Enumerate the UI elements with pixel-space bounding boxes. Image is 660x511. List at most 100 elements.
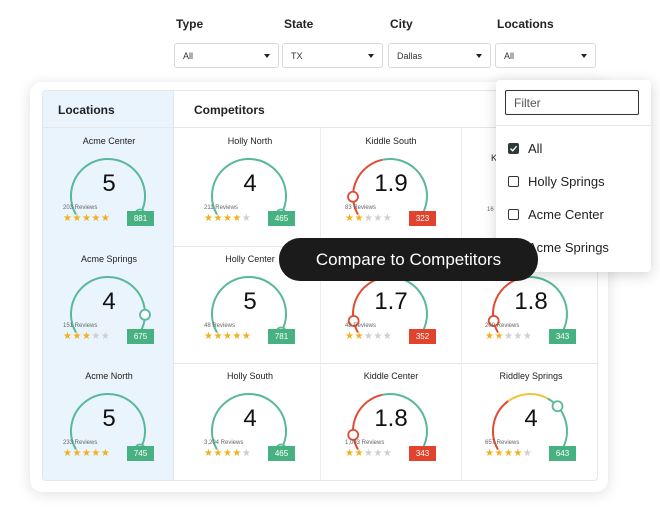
gauge-arc-segment (211, 276, 287, 333)
state-select[interactable]: TX (282, 43, 383, 68)
state-select-value: TX (291, 50, 303, 61)
star-icon: ★ (373, 213, 383, 224)
gauge-marker (347, 428, 360, 441)
star-icon: ★ (100, 213, 111, 224)
score-cell: Kiddle Center 1.8 1,093 Reviews ★★★★★ 343 (321, 362, 461, 479)
score-value: 5 (243, 288, 257, 315)
star-icon: ★ (345, 213, 355, 224)
review-count: 48 Reviews (345, 323, 377, 329)
star-icon: ★ (72, 213, 82, 224)
star-icon: ★ (63, 331, 73, 342)
star-icon: ★ (363, 213, 374, 224)
star-icon: ★ (232, 448, 242, 459)
star-icon: ★ (382, 331, 393, 342)
star-icon: ★ (522, 448, 533, 459)
star-rating: ★★★★★ (63, 213, 110, 224)
star-icon: ★ (513, 448, 523, 459)
option-label: Holly Springs (528, 174, 605, 189)
competitors-header: Competitors (194, 103, 265, 117)
locations-filter-label: Locations (497, 17, 554, 31)
type-select[interactable]: All (174, 43, 279, 68)
checkbox[interactable] (508, 176, 519, 187)
chevron-down-icon (368, 53, 374, 58)
star-icon: ★ (63, 213, 73, 224)
review-count: 657 Reviews (485, 440, 520, 446)
gauge-arc-segment (382, 393, 428, 450)
checkbox-checked[interactable] (508, 143, 519, 154)
score-badge: 781 (268, 329, 295, 344)
row-divider (174, 363, 597, 364)
dropdown-option-acme-center[interactable]: Acme Center (508, 207, 604, 222)
star-icon: ★ (232, 331, 242, 342)
city-select[interactable]: Dallas (388, 43, 491, 68)
score-badge: 675 (127, 329, 154, 344)
gauge-chart (347, 393, 428, 450)
star-icon: ★ (503, 331, 514, 342)
star-icon: ★ (345, 331, 355, 342)
star-icon: ★ (63, 448, 73, 459)
gauge-marker (487, 315, 500, 327)
gauge-arc-segment (522, 276, 568, 333)
star-icon: ★ (204, 448, 214, 459)
locations-select-value: All (504, 50, 515, 61)
review-count: 233 Reviews (63, 440, 98, 446)
star-icon: ★ (232, 213, 242, 224)
type-select-value: All (183, 50, 194, 61)
review-count: 211 Reviews (204, 205, 238, 211)
gauge-marker (347, 190, 359, 203)
filter-input[interactable]: Filter (505, 90, 639, 115)
city-filter-label: City (390, 17, 413, 31)
cell-location-name: Holly South (226, 371, 274, 381)
star-icon: ★ (354, 331, 364, 342)
score-badge: 881 (127, 211, 154, 226)
star-icon: ★ (345, 448, 355, 459)
star-rating: ★★★★★ (63, 331, 110, 342)
star-icon: ★ (373, 331, 383, 342)
star-icon: ★ (373, 448, 383, 459)
star-icon: ★ (222, 448, 233, 459)
review-count: 203 Reviews (63, 205, 98, 211)
review-count: 48 Reviews (204, 323, 236, 329)
star-icon: ★ (222, 331, 233, 342)
star-icon: ★ (494, 331, 504, 342)
score-cell: Holly Center 5 48 Reviews ★★★★★ 781 (180, 245, 320, 362)
compare-tooltip: Compare to Competitors (279, 238, 538, 281)
locations-select[interactable]: All (495, 43, 596, 68)
star-icon: ★ (204, 213, 214, 224)
checkbox[interactable] (508, 209, 519, 220)
gauge-chart (70, 276, 151, 333)
dropdown-option-all[interactable]: All (508, 141, 542, 156)
score-cell: Riddley Springs 4 657 Reviews ★★★★★ 643 (461, 362, 597, 479)
score-value: 4 (524, 405, 538, 432)
score-value: 4 (102, 288, 116, 315)
star-rating: ★★★★★ (485, 331, 532, 342)
score-cell: Acme Center 5 203 Reviews ★★★★★ 881 (43, 127, 179, 244)
gauge-arc-segment (352, 393, 383, 450)
score-badge: 465 (268, 211, 295, 226)
gauge-arc-segment (382, 158, 428, 215)
star-icon: ★ (513, 331, 523, 342)
star-icon: ★ (363, 448, 374, 459)
review-count: 3,204 Reviews (204, 440, 244, 446)
score-badge: 745 (127, 446, 154, 461)
cell-location-name: Holly North (227, 136, 273, 146)
city-select-value: Dallas (397, 50, 423, 61)
cell-location-name: Acme Springs (80, 254, 138, 264)
review-count: 151 Reviews (63, 323, 98, 329)
star-icon: ★ (81, 448, 92, 459)
dropdown-option-holly-springs[interactable]: Holly Springs (508, 174, 605, 189)
star-rating: ★★★★★ (204, 331, 251, 342)
score-cell: Holly South 4 3,204 Reviews ★★★★★ 465 (180, 362, 320, 479)
gauge-arc-segment (211, 393, 287, 450)
star-icon: ★ (81, 213, 92, 224)
score-cell: Kiddle South 1.9 83 Reviews ★★★★★ 323 (321, 127, 461, 244)
cell-location-name: Holly Center (225, 254, 275, 264)
score-cell: 1.7 48 Reviews ★★★★★ 352 (321, 245, 461, 362)
star-icon: ★ (354, 213, 364, 224)
star-icon: ★ (100, 331, 111, 342)
star-icon: ★ (503, 448, 514, 459)
score-badge: 323 (409, 211, 436, 226)
column-divider (320, 127, 321, 480)
star-icon: ★ (363, 331, 374, 342)
star-icon: ★ (91, 331, 101, 342)
